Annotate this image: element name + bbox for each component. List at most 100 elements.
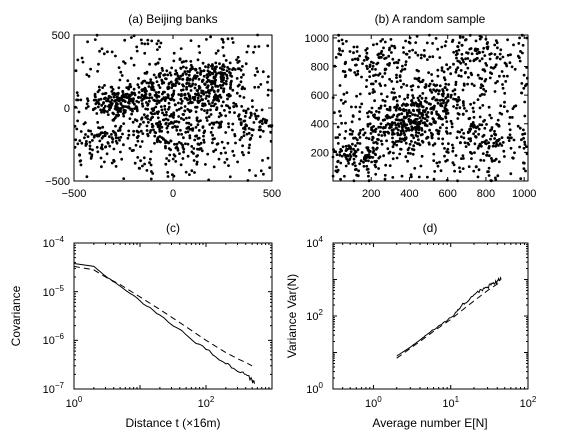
scatter-point	[100, 145, 104, 149]
scatter-point	[442, 70, 446, 74]
scatter-point	[241, 144, 245, 148]
scatter-point	[200, 80, 204, 83]
scatter-point	[383, 118, 387, 122]
scatter-point	[388, 48, 391, 52]
scatter-point	[441, 117, 444, 121]
scatter-point	[361, 127, 365, 131]
scatter-point	[164, 121, 168, 125]
scatter-point	[406, 96, 409, 99]
scatter-point	[408, 56, 411, 59]
scatter-point	[230, 37, 234, 40]
scatter-point	[136, 83, 140, 86]
scatter-point	[420, 96, 424, 100]
scatter-point	[78, 153, 82, 157]
scatter-point	[520, 91, 523, 95]
scatter-point	[459, 69, 463, 72]
scatter-point	[149, 111, 153, 115]
scatter-point	[523, 100, 527, 104]
scatter-point	[475, 47, 478, 51]
scatter-point	[476, 73, 480, 77]
scatter-point	[460, 135, 463, 139]
scatter-point	[358, 92, 362, 96]
scatter-point	[483, 126, 487, 130]
panel-b-x-ticks: 200 400 600 800 1000	[362, 188, 536, 200]
scatter-point	[150, 116, 154, 120]
scatter-point	[191, 78, 195, 82]
scatter-point	[149, 177, 153, 181]
scatter-point	[239, 123, 243, 126]
scatter-point	[417, 99, 421, 102]
scatter-point	[222, 146, 226, 150]
scatter-point	[444, 82, 448, 86]
panel-d-xtick-label: 102	[520, 395, 537, 410]
scatter-point	[181, 146, 185, 149]
panel-b-points	[331, 33, 529, 183]
scatter-point	[231, 68, 234, 71]
scatter-point	[392, 128, 395, 132]
scatter-point	[455, 49, 458, 53]
scatter-point	[367, 171, 370, 174]
scatter-point	[414, 131, 418, 134]
scatter-point	[449, 72, 453, 76]
scatter-point	[232, 101, 236, 105]
scatter-point	[246, 107, 250, 111]
scatter-point	[254, 174, 257, 178]
scatter-point	[518, 36, 521, 40]
scatter-point	[251, 128, 255, 132]
scatter-point	[445, 126, 448, 130]
scatter-point	[91, 148, 94, 152]
scatter-point	[114, 54, 117, 58]
scatter-point	[495, 142, 498, 146]
scatter-point	[166, 73, 170, 77]
scatter-point	[128, 147, 132, 150]
scatter-point	[215, 72, 219, 75]
scatter-point	[148, 93, 152, 97]
panel-a-ytick-label: −500	[45, 176, 70, 188]
scatter-point	[182, 118, 186, 121]
scatter-point	[399, 129, 403, 133]
scatter-point	[207, 115, 211, 118]
scatter-point	[236, 55, 240, 59]
scatter-point	[488, 76, 492, 80]
scatter-point	[97, 85, 101, 89]
scatter-point	[453, 88, 457, 92]
scatter-point	[485, 46, 489, 49]
scatter-point	[454, 83, 458, 86]
scatter-point	[122, 143, 125, 147]
scatter-point	[381, 38, 384, 41]
scatter-point	[404, 63, 407, 67]
scatter-point	[184, 66, 188, 70]
panel-b-xtick-label: 800	[477, 188, 495, 200]
scatter-point	[206, 109, 209, 112]
scatter-point	[404, 155, 408, 159]
scatter-point	[140, 102, 144, 106]
scatter-point	[416, 142, 419, 146]
scatter-point	[523, 132, 527, 136]
scatter-point	[171, 157, 175, 161]
scatter-point	[173, 120, 177, 124]
scatter-point	[414, 51, 417, 55]
scatter-point	[166, 130, 170, 134]
scatter-point	[427, 102, 431, 106]
scatter-point	[210, 126, 214, 130]
scatter-point	[487, 154, 491, 158]
scatter-point	[257, 45, 261, 48]
scatter-point	[229, 87, 232, 90]
scatter-point	[385, 95, 389, 98]
scatter-point	[413, 141, 417, 144]
scatter-point	[237, 83, 241, 87]
scatter-point	[417, 128, 421, 132]
scatter-point	[226, 141, 230, 145]
scatter-point	[383, 57, 386, 60]
scatter-point	[477, 51, 481, 55]
scatter-point	[89, 157, 93, 160]
scatter-point	[480, 123, 484, 127]
scatter-point	[458, 36, 462, 39]
scatter-point	[266, 80, 269, 84]
scatter-point	[100, 136, 104, 140]
scatter-point	[110, 50, 114, 54]
scatter-point	[127, 129, 131, 133]
scatter-point	[510, 65, 514, 69]
scatter-point	[525, 82, 528, 86]
